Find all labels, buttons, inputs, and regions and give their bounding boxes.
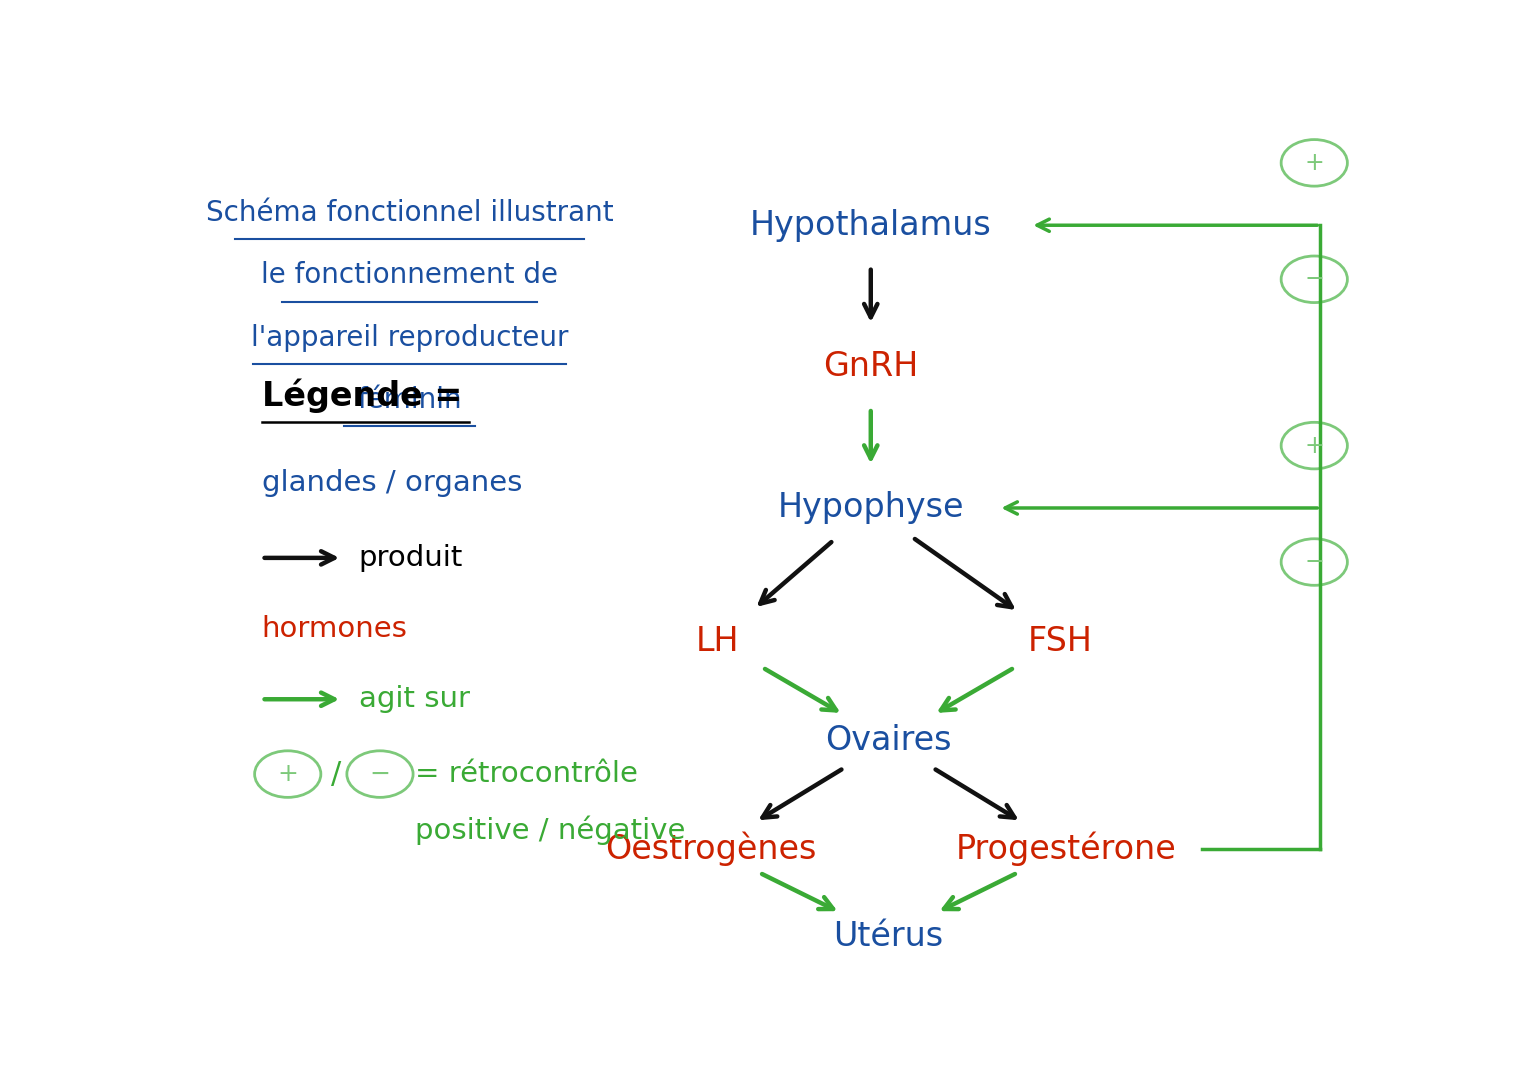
Text: Utérus: Utérus (833, 920, 943, 953)
Text: féminin: féminin (357, 386, 462, 414)
Text: le fonctionnement de: le fonctionnement de (261, 261, 559, 289)
Text: FSH: FSH (1027, 624, 1093, 658)
Text: positive / négative: positive / négative (415, 815, 685, 846)
Text: +: + (1305, 151, 1325, 175)
Text: agit sur: agit sur (359, 685, 470, 713)
Text: hormones: hormones (262, 615, 407, 643)
Text: Oestrogènes: Oestrogènes (606, 832, 816, 866)
Text: produit: produit (359, 544, 462, 572)
Text: = rétrocontrôle: = rétrocontrôle (415, 760, 638, 788)
Text: −: − (1305, 550, 1325, 575)
Text: −: − (1305, 267, 1325, 292)
Text: +: + (1305, 433, 1325, 458)
Text: Hypothalamus: Hypothalamus (749, 208, 992, 242)
Text: −: − (369, 762, 391, 786)
Text: GnRH: GnRH (823, 350, 919, 383)
Text: Progestérone: Progestérone (955, 832, 1177, 866)
Text: glandes / organes: glandes / organes (262, 469, 522, 497)
Text: Ovaires: Ovaires (826, 725, 952, 757)
Text: l'appareil reproducteur: l'appareil reproducteur (250, 324, 568, 351)
Text: /: / (331, 759, 342, 788)
Text: LH: LH (696, 624, 739, 658)
Text: Légende =: Légende = (262, 378, 462, 413)
Text: Schéma fonctionnel illustrant: Schéma fonctionnel illustrant (206, 199, 613, 227)
Text: +: + (278, 762, 298, 786)
Text: Hypophyse: Hypophyse (778, 491, 964, 525)
